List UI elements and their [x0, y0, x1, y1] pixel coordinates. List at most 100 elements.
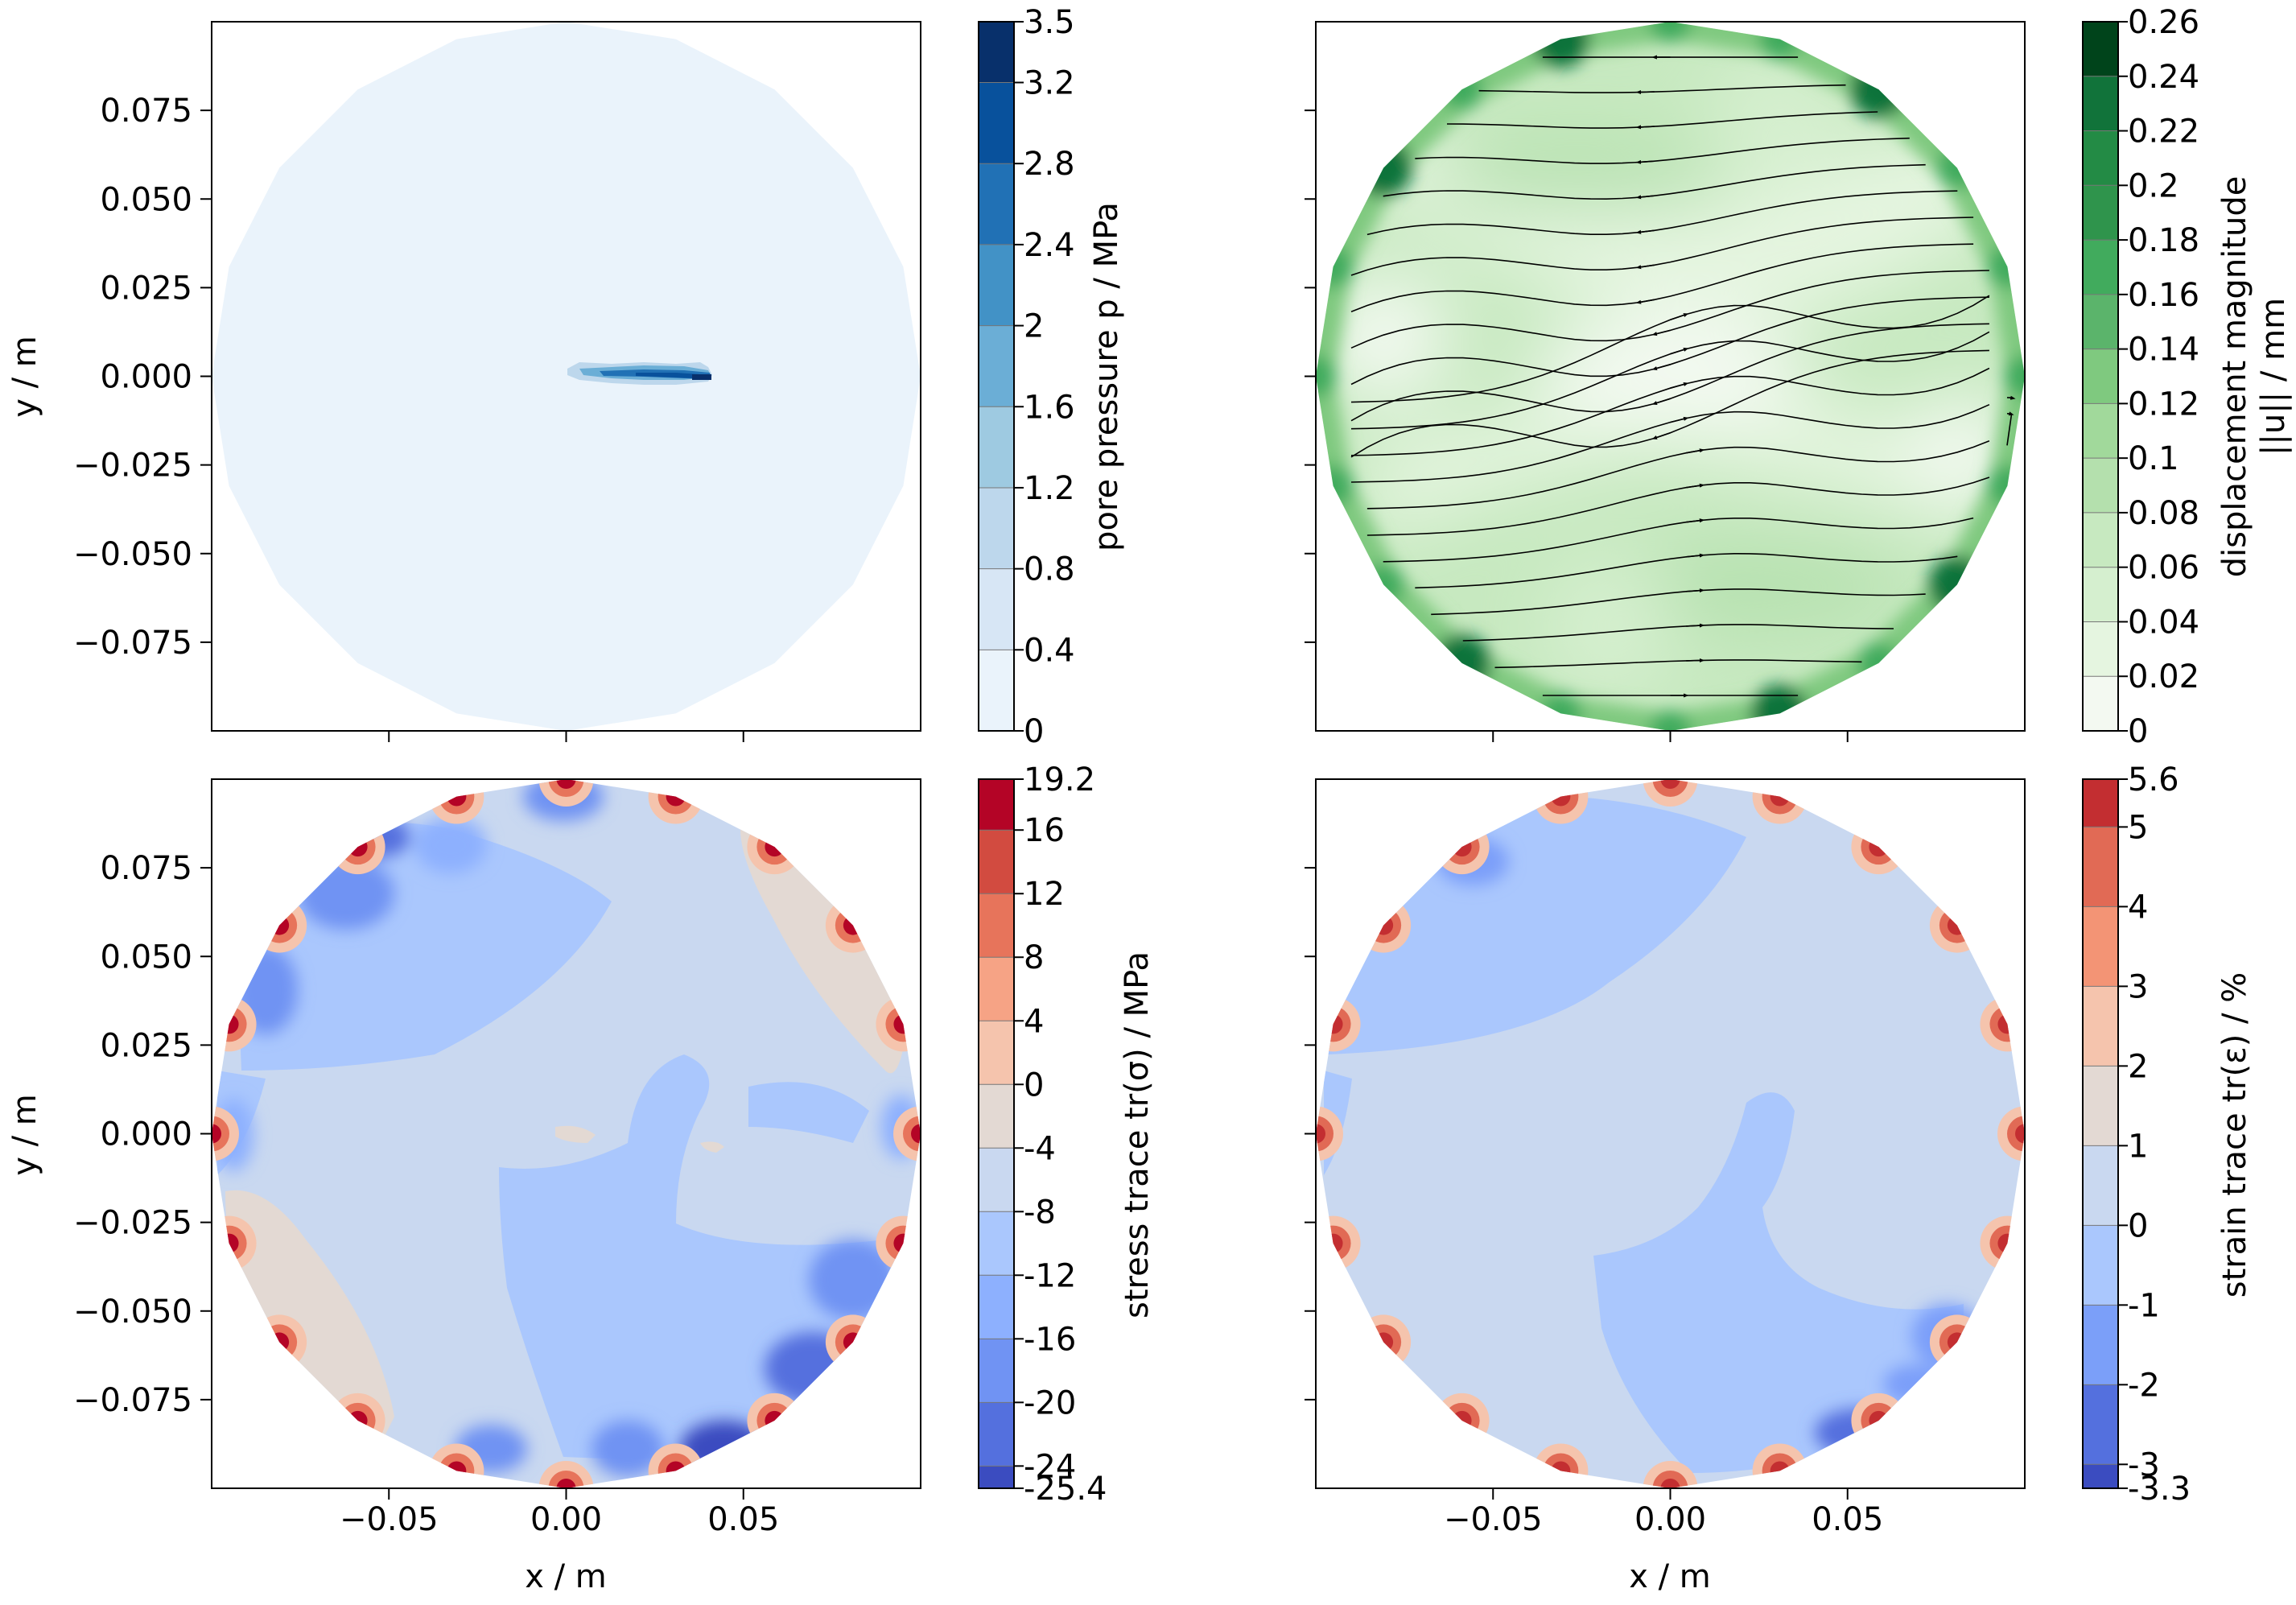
streamline-arrow — [1635, 229, 1655, 234]
streamline-arrow — [1635, 264, 1655, 270]
colorbar-tick-label: 0.4 — [1024, 632, 1075, 669]
colorbar-tick-label: -2 — [2128, 1367, 2160, 1404]
hot-spot-core — [556, 779, 576, 789]
streamline-arrow — [1686, 448, 1705, 454]
y-tick-label: 0.000 — [100, 1116, 192, 1153]
colorbar-label-stress-trace: stress trace tr(σ) / MPa — [1119, 951, 1156, 1318]
hot-spot-core — [348, 1410, 368, 1430]
streamline — [1366, 477, 1990, 536]
hot-spot-core — [1947, 915, 1967, 935]
hot-spot-mid — [439, 779, 475, 815]
hot-spot-mid — [885, 1225, 921, 1261]
hot-spot-outer — [429, 1443, 484, 1488]
hot-spot-mid — [212, 1225, 247, 1261]
hot-spot-outer — [538, 779, 594, 807]
hot-spot-core — [348, 837, 368, 857]
colorbar-band — [979, 830, 1014, 894]
colorbar-tick-label: 0.16 — [2128, 277, 2199, 314]
hot-spot-mid — [657, 1453, 694, 1488]
colorbar-tick-label: 1.2 — [1024, 470, 1075, 507]
hot-spot-core — [893, 1233, 913, 1253]
colorbar-tick-label: 0.1 — [2128, 440, 2179, 477]
y-tick-label: −0.075 — [73, 1382, 192, 1419]
hot-spot-core — [1452, 1410, 1472, 1430]
x-tick-label: −0.05 — [1444, 1501, 1543, 1538]
colorbar-tick-label: 5 — [2128, 809, 2148, 846]
y-tick-label: −0.050 — [73, 1293, 192, 1331]
hot-spot-mid — [2007, 1116, 2025, 1152]
colorbar-tick-label: -8 — [1024, 1194, 1056, 1231]
hot-spot-outer — [212, 1215, 257, 1271]
hot-spot-outer — [1533, 1443, 1589, 1488]
colorbar-label-displacement-line1: displacement magnitude — [2216, 176, 2253, 578]
hot-spot-mid — [212, 1116, 229, 1152]
colorbar-tick-label: 4 — [1024, 1003, 1044, 1040]
hot-spot-core — [447, 786, 467, 807]
streamline-arrow — [1686, 483, 1705, 489]
streamline-arrow — [1635, 125, 1655, 130]
streamline-arrow — [2008, 411, 2014, 416]
hot-spot-core — [843, 1332, 863, 1352]
hot-spot-core — [1770, 1461, 1790, 1481]
colorbar-tick-label: -3 — [2128, 1446, 2160, 1483]
hot-spot-core — [1374, 915, 1394, 935]
streamline — [1350, 243, 1974, 312]
colorbar-tick-label: 0.14 — [2128, 332, 2199, 369]
y-tick-label: −0.025 — [73, 1205, 192, 1242]
streamline-arrow — [1651, 329, 1671, 336]
hot-spot-outer — [1980, 1215, 2025, 1271]
hot-spot-mid — [1316, 1116, 1333, 1152]
hot-spot-core — [2015, 1124, 2025, 1144]
axis-ticks: 0.075 0.050 0.025 0.000 −0.025 −0.050 −0.075 — [73, 93, 744, 742]
x-tick-label: 0.05 — [707, 1501, 779, 1538]
hot-spot-core — [219, 1014, 239, 1034]
colorbar-stress-trace: 19.2 16 12 8 4 0 -4 -8 -12 -16 -20 -24-25.4 — [978, 761, 1107, 1508]
colorbar-band — [979, 779, 1014, 831]
streamline — [1431, 588, 1926, 616]
colorbar-tick-label: 0.2 — [2128, 167, 2179, 204]
streamline-arrow — [1670, 382, 1689, 389]
colorbar-tick-label: 0 — [2128, 1207, 2148, 1244]
colorbar-tick-label: 3.5 — [1024, 4, 1075, 41]
colorbar-tick-label: 2 — [1024, 308, 1044, 345]
axis-ticks — [1305, 109, 1849, 742]
ylabel-bottom-left: y / m — [6, 1094, 43, 1176]
hot-spot-outer — [1997, 1106, 2025, 1161]
hot-spot-mid — [548, 779, 584, 797]
hot-spot-core — [1869, 1410, 1889, 1430]
colorbar-tick-label: -3.3 — [2128, 1471, 2191, 1508]
streamline — [1494, 659, 1862, 669]
hot-spot-core — [556, 1479, 576, 1488]
colorbar-tick-label: 3 — [2128, 968, 2148, 1005]
hot-spot-outer — [1643, 1461, 1698, 1488]
y-tick-label: 0.025 — [100, 270, 192, 307]
colorbar-band — [979, 22, 1014, 83]
colorbar-band — [2083, 779, 2118, 827]
y-tick-label: −0.050 — [73, 536, 192, 573]
hot-spot-mid — [1543, 779, 1579, 815]
hot-spot-core — [1551, 1461, 1571, 1481]
hot-spot-core — [1452, 837, 1472, 857]
colorbar-tick-label: 0.22 — [2128, 113, 2199, 151]
colorbar-band — [979, 487, 1014, 569]
streamline-arrow — [1635, 195, 1655, 200]
streamline-arrow — [1651, 398, 1671, 405]
streamline — [1478, 84, 1846, 93]
hot-spot-core — [1316, 1124, 1325, 1144]
colorbar-band — [2083, 240, 2118, 295]
colorbar-tick-label: 2 — [2128, 1048, 2148, 1085]
colorbar-tick-label: 5.6 — [2128, 761, 2179, 798]
hot-spot-outer — [876, 996, 921, 1052]
colorbar-band — [2083, 827, 2118, 907]
hot-spot-core — [270, 1332, 290, 1352]
colorbar-band — [2083, 458, 2118, 513]
colorbar-tick-label: -24 — [1024, 1448, 1076, 1485]
colorbar-tick-label: -1 — [2128, 1287, 2160, 1324]
streamline-arrow — [1635, 299, 1655, 304]
hot-spot-core — [765, 1410, 785, 1430]
colorbar-band — [2083, 403, 2118, 459]
hot-spot-mid — [548, 1471, 584, 1488]
colorbar-tick-label: 12 — [1024, 876, 1065, 913]
colorbar-band — [979, 244, 1014, 326]
